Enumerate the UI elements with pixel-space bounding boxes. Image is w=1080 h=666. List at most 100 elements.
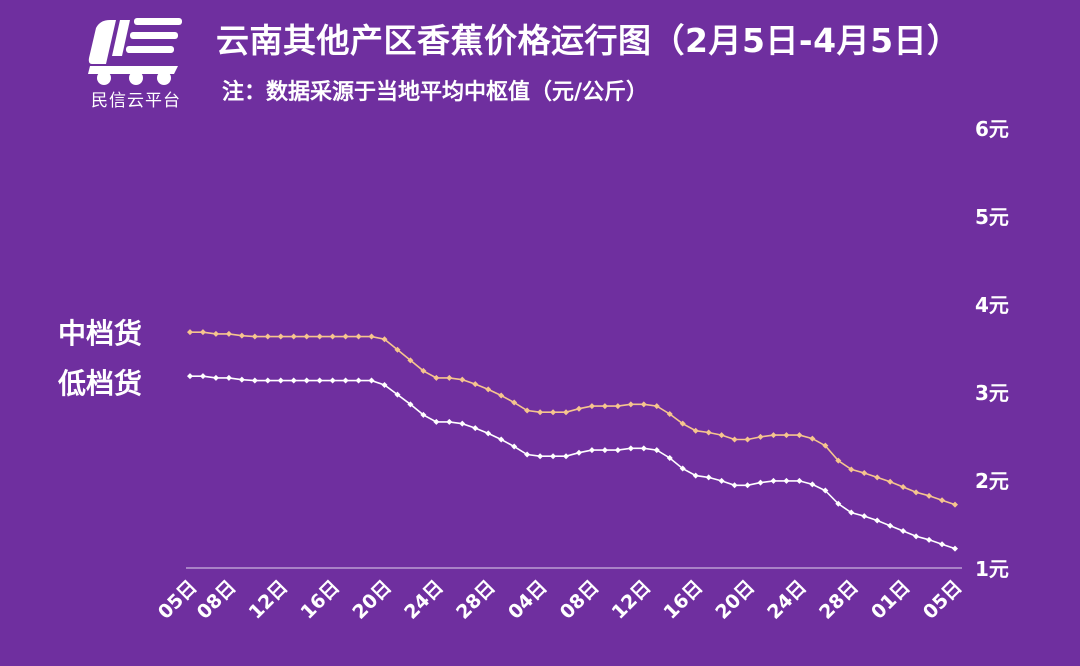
data-point-mid-grade [342,333,349,340]
data-point-low-grade [952,545,958,552]
data-point-mid-grade [731,436,738,443]
y-tick-label: 2元 [975,469,1009,493]
data-point-low-grade [705,474,712,481]
data-point-low-grade [563,453,570,460]
data-point-low-grade [238,376,245,383]
data-point-mid-grade [874,474,881,481]
data-point-mid-grade [861,469,868,476]
data-point-low-grade [848,509,855,516]
data-point-mid-grade [420,367,427,374]
data-point-low-grade [277,377,284,384]
data-point-mid-grade [614,403,621,410]
data-point-mid-grade [588,403,595,410]
data-point-mid-grade [212,330,219,337]
data-point-low-grade [666,455,673,461]
x-tick-label: 20日 [348,576,396,624]
data-point-low-grade [796,477,803,484]
data-point-mid-grade [355,333,362,340]
x-tick-label: 24日 [763,576,811,624]
data-point-mid-grade [407,357,414,364]
data-point-low-grade [537,453,544,460]
y-tick-label: 4元 [975,293,1009,317]
x-tick-label: 08日 [556,576,604,624]
data-point-low-grade [472,425,479,432]
data-point-mid-grade [329,333,336,340]
data-point-low-grade [251,377,258,384]
data-point-mid-grade [394,346,401,353]
data-point-low-grade [550,453,557,460]
x-tick-label: 16日 [296,576,344,624]
data-point-low-grade [524,451,531,458]
data-point-mid-grade [627,401,634,408]
data-point-mid-grade [251,333,258,340]
data-point-mid-grade [498,392,505,399]
data-point-mid-grade [199,329,206,336]
data-point-low-grade [407,401,414,408]
data-point-mid-grade [835,457,842,464]
data-point-low-grade [187,373,193,380]
data-point-mid-grade [485,386,492,393]
legend-low-grade: 低档货 [58,367,143,400]
data-point-low-grade [718,477,725,484]
data-point-mid-grade [822,442,829,449]
x-tick-label: 20日 [711,576,759,624]
data-point-low-grade [342,377,349,384]
data-point-mid-grade [446,374,453,381]
data-point-low-grade [809,481,816,488]
data-point-low-grade [446,418,453,425]
data-point-low-grade [303,377,310,384]
data-point-low-grade [835,500,842,507]
data-point-low-grade [744,482,751,489]
data-point-low-grade [926,536,933,543]
data-point-mid-grade [550,409,557,416]
y-tick-label: 3元 [975,381,1009,405]
x-tick-label: 28日 [815,576,863,624]
y-tick-label: 6元 [975,117,1009,141]
y-tick-label: 1元 [975,557,1009,581]
data-point-low-grade [939,541,946,548]
data-point-low-grade [887,522,894,529]
data-point-mid-grade [809,435,816,442]
data-point-mid-grade [381,336,388,343]
x-tick-label: 12日 [245,576,293,624]
data-point-mid-grade [472,381,479,388]
data-point-mid-grade [225,330,232,337]
data-point-mid-grade [848,466,855,473]
data-point-low-grade [614,447,621,454]
data-point-low-grade [588,447,595,454]
data-point-low-grade [485,430,492,437]
x-tick-label: 16日 [660,576,708,624]
data-point-low-grade [368,377,375,384]
data-point-low-grade [511,443,518,450]
data-point-low-grade [498,436,505,443]
x-tick-label: 05日 [154,576,202,624]
truck-logo-icon [88,18,182,85]
data-point-mid-grade [783,432,790,439]
x-tick-label: 08日 [193,576,241,624]
data-point-mid-grade [744,436,751,443]
x-tick-label: 05日 [919,576,967,624]
series-line-mid-grade [190,331,956,506]
data-point-low-grade [653,447,660,454]
data-point-mid-grade [926,492,933,499]
data-point-mid-grade [653,403,660,410]
data-point-low-grade [433,418,440,425]
data-point-mid-grade [433,374,440,381]
data-point-low-grade [225,374,232,381]
data-point-mid-grade [900,484,907,491]
data-point-mid-grade [264,333,271,340]
data-point-low-grade [355,377,362,384]
data-point-mid-grade [277,333,284,340]
x-tick-label: 04日 [504,576,552,624]
data-point-low-grade [420,411,427,418]
data-point-low-grade [757,479,764,486]
data-point-mid-grade [718,432,725,439]
brand-name: 民信云平台 [91,91,181,111]
data-point-low-grade [575,449,582,456]
data-point-mid-grade [368,333,375,340]
data-point-mid-grade [563,409,570,416]
data-point-mid-grade [887,478,894,485]
data-point-mid-grade [640,401,647,408]
